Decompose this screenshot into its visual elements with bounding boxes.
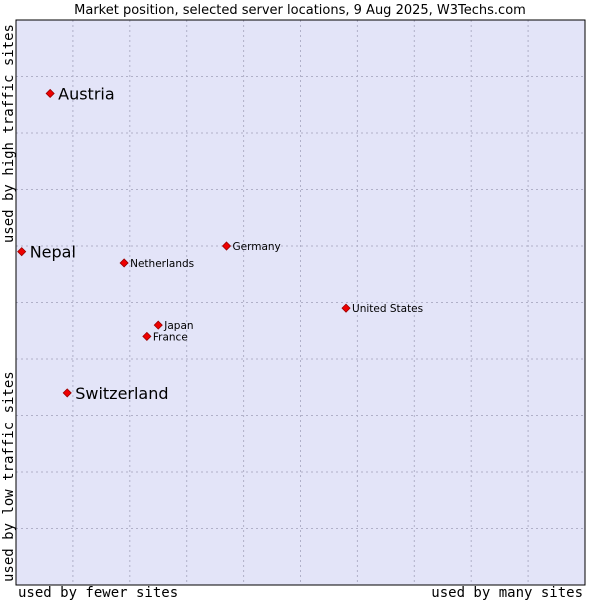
data-point-nepal: Nepal xyxy=(17,243,76,262)
x-axis-label-right: used by many sites xyxy=(431,585,583,600)
data-point-switzerland: Switzerland xyxy=(62,384,169,403)
data-point-austria: Austria xyxy=(45,84,115,103)
point-marker xyxy=(221,241,232,251)
point-marker xyxy=(17,247,27,257)
point-label: United States xyxy=(352,303,423,315)
point-label: Nepal xyxy=(30,243,76,262)
y-axis-label-bottom: used by low traffic sites xyxy=(1,371,17,582)
y-axis-label-top: used by high traffic sites xyxy=(1,24,17,243)
grid xyxy=(16,20,585,585)
point-label: France xyxy=(153,331,188,343)
point-marker xyxy=(62,388,72,398)
point-marker xyxy=(45,88,55,99)
data-point-france: France xyxy=(142,331,188,343)
point-label: Netherlands xyxy=(130,258,194,270)
point-marker xyxy=(142,331,152,341)
point-label: Switzerland xyxy=(75,384,168,403)
data-point-germany: Germany xyxy=(221,241,281,253)
point-marker xyxy=(153,320,163,330)
point-marker xyxy=(119,258,129,268)
point-marker xyxy=(341,303,351,313)
data-point-japan: Japan xyxy=(153,320,194,332)
x-axis-label-left: used by fewer sites xyxy=(18,585,178,600)
point-label: Germany xyxy=(233,241,281,253)
plot-frame xyxy=(15,19,586,586)
data-point-united-states: United States xyxy=(341,303,423,315)
point-label: Austria xyxy=(58,84,115,103)
point-label: Japan xyxy=(163,320,193,332)
data-points: Austria Nepal Switzerland Netherlands German… xyxy=(17,84,423,403)
data-point-netherlands: Netherlands xyxy=(119,258,194,270)
chart-title: Market position, selected server locatio… xyxy=(74,3,526,18)
